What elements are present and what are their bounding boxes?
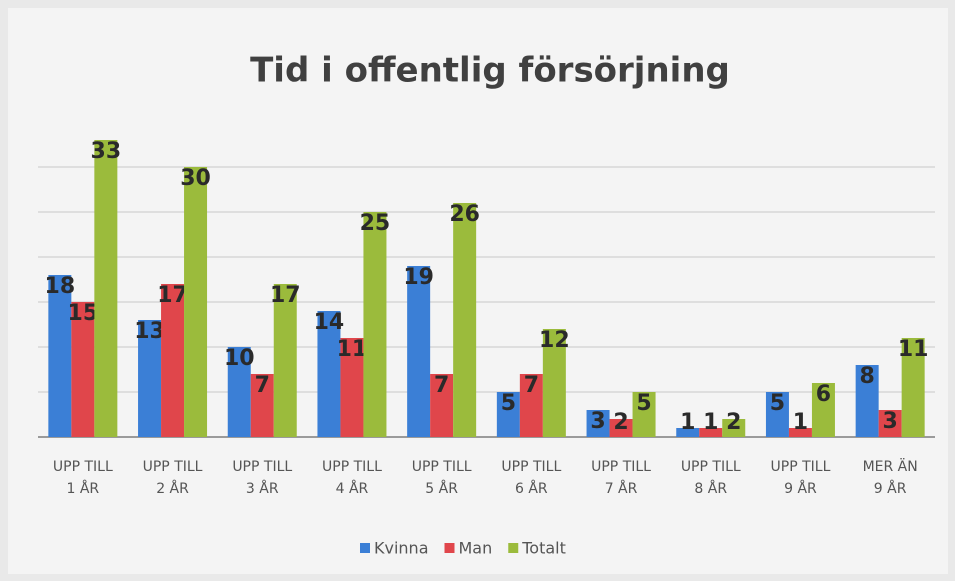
- data-label: 2: [613, 410, 628, 435]
- x-tick-label: UPP TILL 8 ÅR: [680, 459, 741, 497]
- legend-label: Totalt: [521, 539, 566, 558]
- bar: [363, 212, 387, 437]
- legend-label: Man: [459, 539, 493, 558]
- data-label: 8: [859, 364, 874, 389]
- legend-swatch: [360, 543, 370, 553]
- data-label: 15: [68, 301, 99, 326]
- x-tick-label: MER ÄN 9 ÅR: [862, 459, 918, 497]
- bar: [227, 347, 251, 437]
- bar: [407, 266, 431, 437]
- bar: [542, 329, 566, 437]
- x-tick-label: UPP TILL 5 ÅR: [411, 459, 472, 497]
- data-label: 17: [157, 283, 188, 308]
- bar: [855, 365, 879, 437]
- bar: [519, 374, 543, 437]
- x-tick-label: UPP TILL 6 ÅR: [501, 459, 562, 497]
- data-label: 3: [882, 409, 897, 434]
- data-label: 3: [590, 409, 605, 434]
- bar: [878, 410, 902, 437]
- bar: [765, 392, 789, 437]
- data-label: 14: [314, 310, 345, 335]
- x-tick-label: UPP TILL 2 ÅR: [142, 459, 203, 497]
- bar: [496, 392, 520, 437]
- data-label: 5: [501, 391, 516, 416]
- bar: [317, 311, 341, 437]
- data-label: 6: [816, 382, 831, 407]
- bar: [609, 419, 633, 437]
- bar: [340, 338, 364, 437]
- data-label: 5: [636, 391, 651, 416]
- bar: [699, 428, 723, 437]
- x-tick-label: UPP TILL 9 ÅR: [770, 459, 831, 497]
- x-tick-label: UPP TILL 4 ÅR: [322, 459, 382, 497]
- data-label: 11: [337, 337, 368, 362]
- x-tick-label: UPP TILL 1 ÅR: [52, 459, 113, 497]
- bar: [161, 284, 185, 437]
- bar: [184, 167, 208, 437]
- bar: [788, 428, 812, 437]
- bar: [138, 320, 162, 437]
- data-label: 17: [270, 283, 301, 308]
- bar: [586, 410, 610, 437]
- data-label: 25: [360, 211, 391, 236]
- bar: [632, 392, 656, 437]
- x-tick-label: UPP TILL 7 ÅR: [591, 459, 651, 497]
- data-label: 7: [255, 373, 270, 398]
- data-label: 1: [793, 410, 808, 435]
- data-label: 10: [224, 346, 255, 371]
- bar: [71, 302, 95, 437]
- legend-swatch: [508, 543, 519, 553]
- data-label: 7: [434, 373, 449, 398]
- data-label: 12: [539, 328, 570, 353]
- legend-swatch: [444, 543, 455, 553]
- chart-title: Tid i offentlig försörjning: [250, 51, 730, 91]
- x-tick-label: UPP TILL 3 ÅR: [232, 459, 293, 497]
- bar: [901, 338, 925, 437]
- data-label: 1: [703, 410, 718, 435]
- bar: [48, 275, 72, 437]
- bar: [722, 419, 746, 437]
- data-label: 7: [524, 373, 539, 398]
- data-label: 13: [134, 319, 165, 344]
- bar: [430, 374, 454, 437]
- bar: [811, 383, 835, 437]
- data-label: 5: [770, 391, 785, 416]
- data-label: 19: [403, 265, 434, 290]
- bar: [94, 140, 118, 437]
- data-label: 30: [180, 166, 211, 191]
- legend-label: Kvinna: [374, 539, 429, 558]
- bar: [273, 284, 297, 437]
- bar: [676, 428, 700, 437]
- data-label: 11: [898, 337, 929, 362]
- bar: [453, 203, 477, 437]
- bar: [250, 374, 274, 437]
- data-label: 18: [45, 274, 76, 299]
- data-label: 1: [680, 410, 695, 435]
- data-label: 33: [91, 139, 122, 164]
- data-label: 2: [726, 410, 741, 435]
- data-label: 26: [449, 202, 480, 227]
